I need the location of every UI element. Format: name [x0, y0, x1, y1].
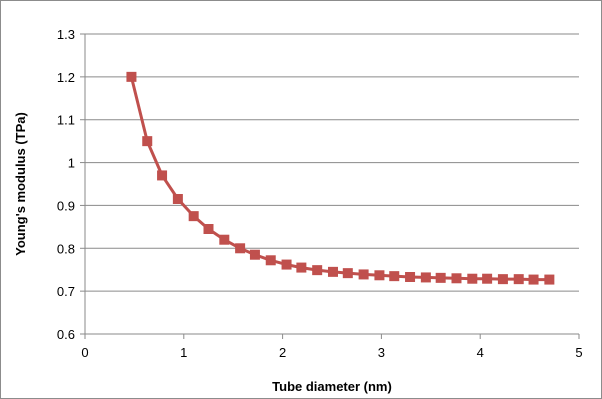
data-point-marker — [172, 194, 183, 204]
data-point-marker — [312, 265, 323, 276]
y-axis-title: Young's modulus (TPa) — [13, 112, 28, 256]
series-layer — [126, 71, 555, 285]
axes — [80, 33, 580, 339]
y-tick-label: 1.2 — [57, 70, 75, 85]
data-point-marker — [327, 266, 338, 277]
data-point-marker — [142, 136, 153, 147]
x-tick-label: 5 — [575, 345, 582, 360]
data-point-marker — [482, 273, 493, 284]
data-point-marker — [528, 274, 539, 285]
data-point-marker — [265, 255, 276, 266]
data-point-marker — [467, 273, 478, 284]
data-point-marker — [219, 234, 230, 245]
tick-labels: 0.6 0.7 0.8 0.9 1 1.1 1.2 1.3 0 1 2 3 4 5 — [57, 27, 583, 360]
x-axis-title: Tube diameter (nm) — [272, 379, 392, 394]
series-line-0 — [129, 76, 550, 282]
data-point-marker — [420, 272, 431, 283]
data-point-marker — [203, 224, 214, 234]
x-tick-label: 1 — [180, 345, 187, 360]
data-point-marker — [544, 274, 555, 285]
y-tick-label: 1.1 — [57, 113, 75, 128]
gridlines — [85, 33, 579, 335]
data-point-marker — [126, 71, 137, 82]
data-point-marker — [358, 269, 369, 280]
data-point-marker — [497, 274, 508, 285]
y-tick-label: 1 — [68, 156, 75, 171]
x-tick-label: 4 — [477, 345, 484, 360]
data-point-marker — [435, 272, 446, 283]
y-tick-label: 0.6 — [57, 327, 75, 342]
data-point-marker — [296, 262, 307, 273]
data-point-marker — [389, 271, 400, 282]
x-tick-label: 3 — [378, 345, 385, 360]
y-tick-label: 0.9 — [57, 198, 75, 213]
data-point-marker — [374, 270, 385, 281]
data-point-marker — [281, 259, 292, 270]
data-point-marker — [342, 268, 353, 279]
y-tick-label: 0.8 — [57, 241, 75, 256]
data-point-marker — [235, 243, 246, 254]
y-tick-label: 0.7 — [57, 284, 75, 299]
x-tick-label: 0 — [81, 345, 88, 360]
data-point-marker — [249, 249, 260, 260]
y-tick-label: 1.3 — [57, 27, 75, 42]
data-point-marker — [451, 273, 462, 284]
data-point-marker — [405, 272, 416, 282]
x-tick-label: 2 — [279, 345, 286, 360]
data-point-marker — [188, 211, 199, 222]
data-point-marker — [513, 274, 524, 285]
data-point-marker — [157, 170, 168, 181]
